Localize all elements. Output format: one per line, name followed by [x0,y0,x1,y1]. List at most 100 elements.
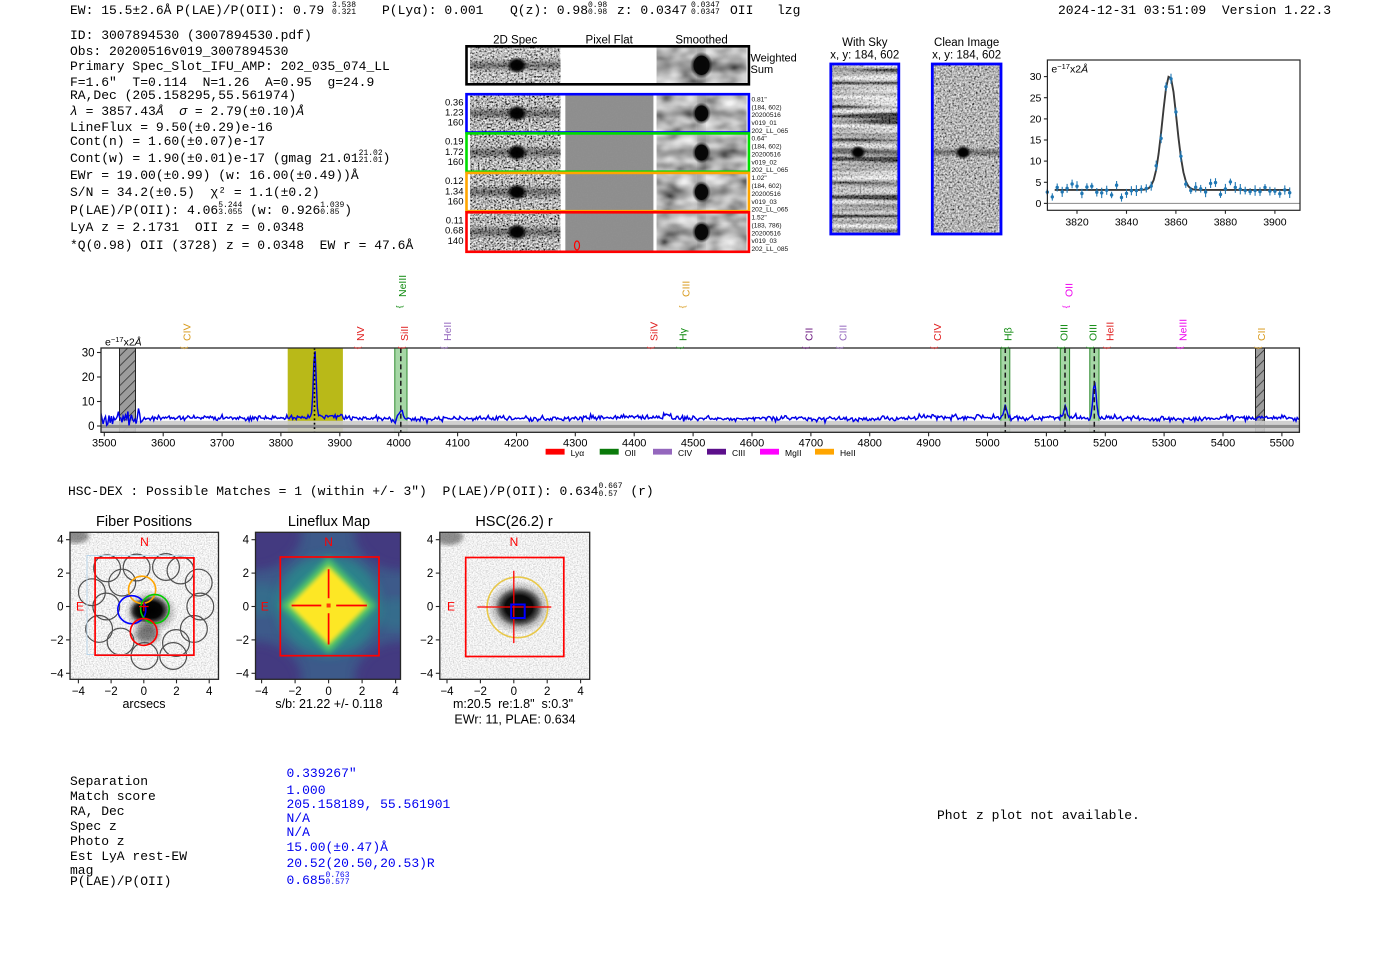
svg-text:SiIV: SiIV [648,322,660,341]
svg-text:{: { [394,305,404,308]
svg-text:0.12: 0.12 [445,176,464,187]
svg-text:20200516: 20200516 [752,191,782,198]
svg-text:0.68: 0.68 [445,226,464,237]
svg-text:5200: 5200 [1093,438,1117,450]
svg-text:5000: 5000 [975,438,999,450]
svg-text:SiII: SiII [399,326,411,341]
svg-text:Sum: Sum [751,64,774,76]
svg-text:3900: 3900 [328,438,352,450]
svg-text:x, y: 184, 602: x, y: 184, 602 [830,50,899,62]
svg-text:−2: −2 [474,686,487,698]
svg-text:1.34: 1.34 [445,186,464,197]
svg-text:{: { [645,346,655,349]
svg-text:{: { [396,346,406,349]
svg-text:20: 20 [82,372,95,384]
svg-text:Hγ: Hγ [678,327,690,341]
svg-text:0.64": 0.64" [752,136,768,143]
svg-text:s/b: 21.22 +/- 0.118: s/b: 21.22 +/- 0.118 [275,697,382,711]
svg-text:0: 0 [141,686,147,698]
svg-text:20: 20 [1030,114,1042,126]
svg-text:arcsecs: arcsecs [122,697,165,711]
svg-text:20200516: 20200516 [752,151,782,158]
svg-text:Smoothed: Smoothed [675,35,727,47]
svg-text:Pixel Flat: Pixel Flat [586,35,634,47]
svg-text:v019_03: v019_03 [752,199,778,206]
svg-text:4: 4 [206,686,213,698]
svg-text:−4: −4 [255,686,269,698]
svg-text:(184, 602): (184, 602) [752,183,782,190]
svg-text:4900: 4900 [916,438,940,450]
svg-text:0: 0 [243,602,249,614]
svg-text:3600: 3600 [151,438,175,450]
svg-text:{: { [834,346,844,349]
svg-text:−2: −2 [236,635,249,647]
svg-text:OII: OII [625,448,636,458]
svg-text:0: 0 [427,602,433,614]
svg-text:e−17x2Å: e−17x2Å [105,335,142,349]
svg-text:4500: 4500 [681,438,705,450]
svg-text:3900: 3900 [1263,216,1287,228]
svg-text:4100: 4100 [445,438,469,450]
svg-text:v019_02: v019_02 [752,159,778,166]
svg-text:1.72: 1.72 [445,147,464,158]
svg-text:{: { [800,346,810,349]
svg-text:140: 140 [448,236,464,247]
svg-text:{: { [1061,305,1071,308]
svg-text:v019_03: v019_03 [752,238,778,245]
svg-text:Clean Image: Clean Image [934,37,999,49]
svg-text:e−17x2Å: e−17x2Å [1051,62,1088,76]
svg-text:0.81": 0.81" [752,96,768,103]
svg-text:0: 0 [57,602,63,614]
svg-text:−4: −4 [72,686,86,698]
svg-text:2: 2 [359,686,365,698]
svg-text:N: N [140,535,149,549]
svg-text:4: 4 [577,686,584,698]
svg-text:0.36: 0.36 [445,98,464,109]
svg-text:2: 2 [544,686,550,698]
svg-text:x, y: 184, 602: x, y: 184, 602 [932,50,1001,62]
svg-text:4800: 4800 [857,438,881,450]
svg-text:E: E [261,600,269,614]
svg-text:0.19: 0.19 [445,137,464,148]
svg-text:1.23: 1.23 [445,108,464,119]
svg-text:HeII: HeII [1104,322,1116,341]
svg-text:{: { [1101,346,1111,349]
svg-text:4000: 4000 [386,438,410,450]
svg-text:−2: −2 [50,635,63,647]
svg-text:3700: 3700 [210,438,234,450]
svg-text:−2: −2 [289,686,302,698]
svg-text:160: 160 [448,157,464,168]
svg-text:{: { [178,346,188,349]
svg-text:{: { [1055,346,1065,349]
svg-text:5: 5 [1036,177,1042,189]
svg-text:202_LL_065: 202_LL_065 [752,167,789,174]
svg-text:202_LL_085: 202_LL_085 [752,246,789,253]
svg-text:20200516: 20200516 [752,112,782,119]
svg-text:10: 10 [1030,156,1042,168]
svg-text:1.02": 1.02" [752,175,768,182]
svg-text:CIII: CIII [732,448,745,458]
svg-text:HeII: HeII [442,322,454,341]
svg-text:CII: CII [1256,328,1268,341]
svg-text:4: 4 [57,535,64,547]
svg-text:HSC(26.2) r: HSC(26.2) r [475,514,553,530]
svg-text:4: 4 [427,535,434,547]
svg-text:0: 0 [1036,198,1042,210]
svg-text:15: 15 [1030,135,1042,147]
svg-text:v019_01: v019_01 [752,120,778,127]
svg-text:10: 10 [82,397,95,409]
svg-text:30: 30 [1030,71,1042,83]
svg-text:3820: 3820 [1065,216,1089,228]
svg-text:{: { [674,346,684,349]
svg-text:{: { [439,346,449,349]
svg-text:OII: OII [1064,283,1076,297]
svg-text:−2: −2 [105,686,118,698]
svg-text:EWr: 11, PLAE: 0.634: EWr: 11, PLAE: 0.634 [454,713,575,727]
svg-text:m:20.5 re:1.8" s:0.3": m:20.5 re:1.8" s:0.3" [453,697,573,711]
svg-text:2: 2 [427,568,433,580]
svg-text:With Sky: With Sky [842,37,888,49]
svg-text:−4: −4 [420,668,434,680]
svg-text:{: { [1175,346,1185,349]
svg-text:(184, 602): (184, 602) [752,104,782,111]
svg-text:0.11: 0.11 [446,216,464,227]
